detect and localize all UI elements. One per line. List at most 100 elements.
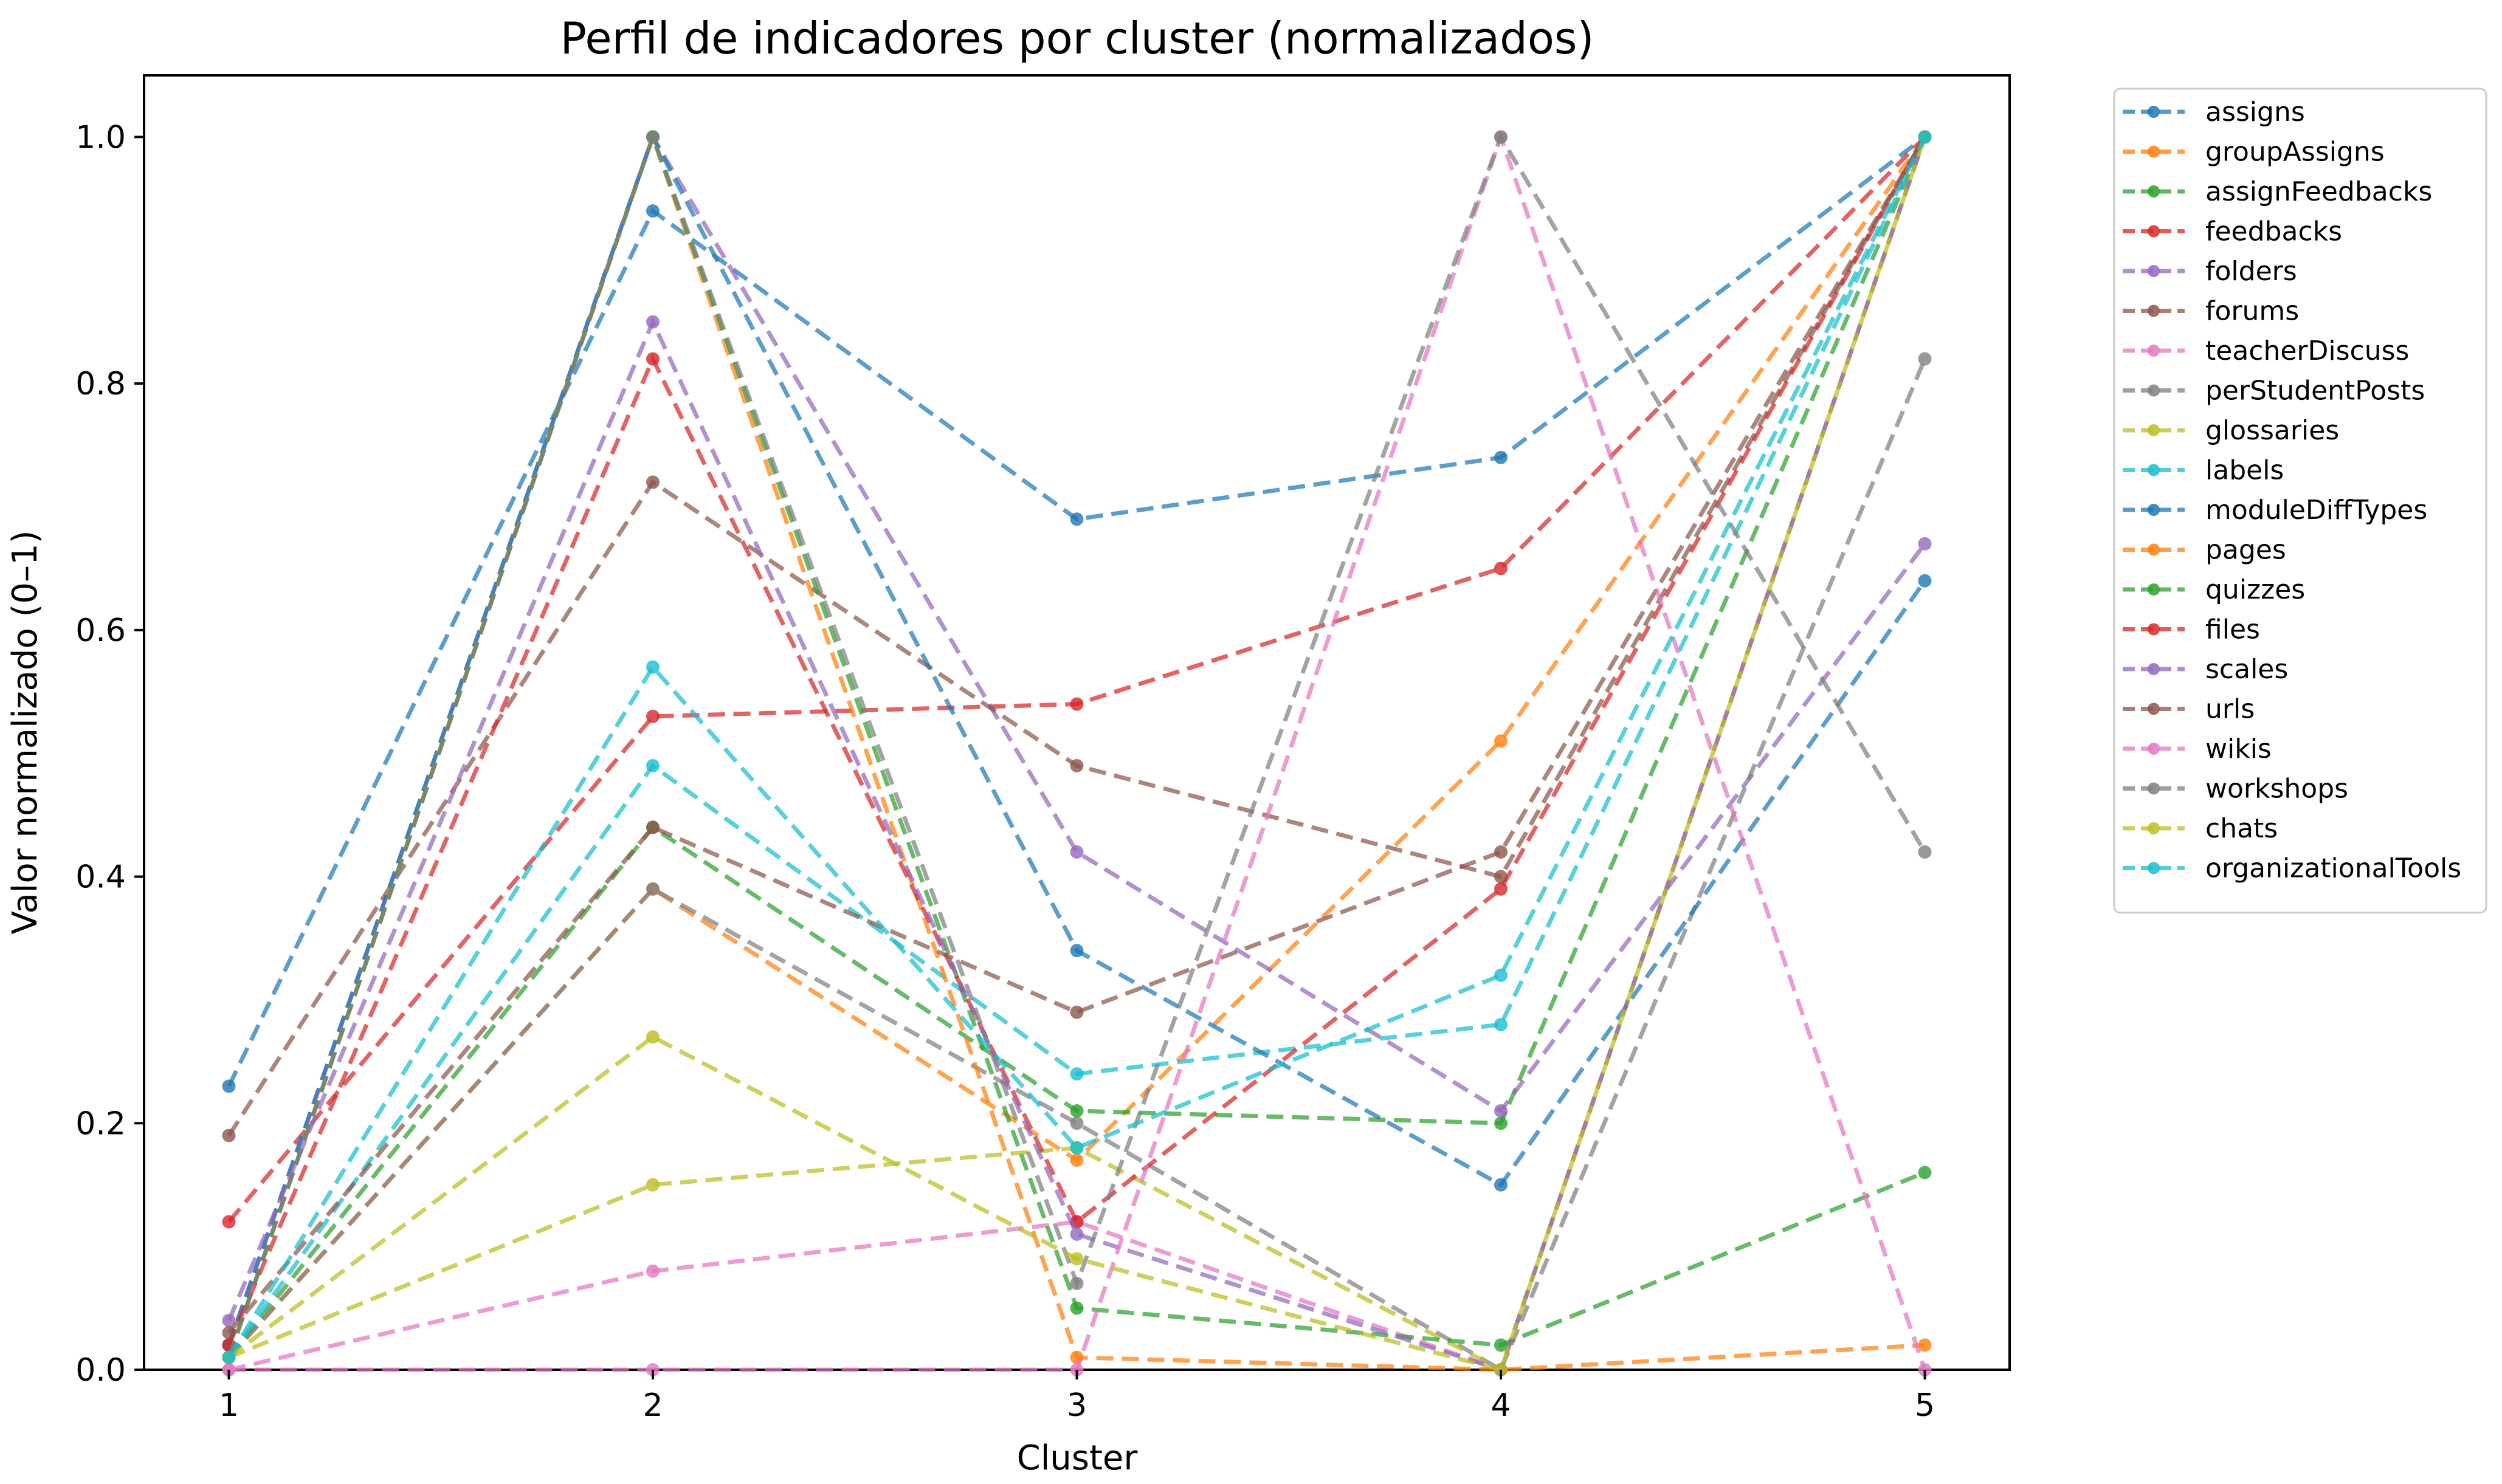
legend-item: assignFeedbacks — [2123, 176, 2432, 207]
y-tick-label: 0.4 — [75, 859, 126, 896]
data-point — [1070, 1227, 1084, 1241]
legend-marker — [2148, 145, 2160, 158]
legend-marker — [2148, 106, 2160, 118]
chart-title: Perfil de indicadores por cluster (norma… — [560, 13, 1594, 64]
y-tick-label: 0.0 — [75, 1352, 126, 1389]
data-point — [1494, 1018, 1508, 1031]
data-point — [1494, 734, 1508, 748]
legend-marker — [2148, 702, 2160, 715]
data-point — [1494, 450, 1508, 464]
data-point — [646, 709, 660, 723]
legend-label: assignFeedbacks — [2205, 176, 2432, 207]
data-point — [646, 759, 660, 772]
data-point — [1918, 1338, 1932, 1352]
legend-item: feedbacks — [2123, 216, 2342, 247]
legend-item: labels — [2123, 455, 2284, 486]
data-point — [222, 1215, 236, 1229]
legend-label: chats — [2205, 813, 2278, 844]
legend-marker — [2148, 265, 2160, 277]
legend-item: groupAssigns — [2123, 137, 2385, 168]
data-point — [1494, 1338, 1508, 1352]
data-point — [1070, 512, 1084, 526]
data-point — [1918, 845, 1932, 859]
legend-item: scales — [2123, 654, 2288, 685]
data-point — [646, 475, 660, 489]
x-tick-label: 4 — [1491, 1387, 1511, 1424]
legend-label: assigns — [2205, 97, 2305, 128]
legend-marker — [2148, 464, 2160, 476]
legend-label: teacherDiscuss — [2205, 335, 2409, 366]
data-point — [1070, 1067, 1084, 1081]
data-point — [1070, 759, 1084, 772]
data-point — [1494, 1104, 1508, 1118]
data-point — [222, 1079, 236, 1093]
y-tick-label: 0.6 — [75, 613, 126, 649]
legend-label: forums — [2205, 296, 2299, 327]
legend-label: moduleDiffTypes — [2205, 495, 2427, 526]
legend-marker — [2148, 822, 2160, 834]
legend-label: urls — [2205, 694, 2255, 725]
legend-marker — [2148, 862, 2160, 874]
legend-marker — [2148, 304, 2160, 317]
legend-box — [2113, 88, 2487, 914]
y-tick-label: 0.2 — [75, 1105, 126, 1142]
data-point — [1918, 130, 1932, 144]
data-point — [1070, 1252, 1084, 1266]
legend-label: glossaries — [2205, 415, 2339, 446]
legend-label: groupAssigns — [2205, 137, 2385, 168]
data-point — [1070, 1104, 1084, 1118]
legend-label: files — [2205, 614, 2260, 645]
plot-frame — [143, 74, 2011, 1371]
legend-marker — [2148, 504, 2160, 516]
legend-label: perStudentPosts — [2205, 376, 2425, 407]
data-point — [1070, 944, 1084, 958]
series-line — [227, 136, 1927, 1346]
data-point — [646, 882, 660, 896]
data-point — [222, 1313, 236, 1327]
legend-marker — [2148, 743, 2160, 755]
series-workshops — [222, 130, 1932, 1364]
data-point — [646, 130, 660, 144]
legend-label: quizzes — [2205, 574, 2305, 605]
data-point — [222, 1350, 236, 1364]
data-point — [1494, 845, 1508, 859]
data-point — [1918, 574, 1932, 588]
series-line — [227, 136, 1927, 1359]
data-point — [1494, 1178, 1508, 1192]
series-line — [227, 358, 1927, 1373]
data-point — [1918, 352, 1932, 366]
legend-item: workshops — [2123, 774, 2348, 805]
data-point — [646, 1178, 660, 1192]
legend-marker — [2148, 583, 2160, 596]
legend-label: labels — [2205, 455, 2284, 486]
legend-label: scales — [2205, 654, 2288, 685]
data-point — [646, 352, 660, 366]
x-tick-label: 1 — [219, 1387, 239, 1424]
data-point — [222, 1326, 236, 1340]
data-point — [1494, 1116, 1508, 1130]
data-point — [1070, 1116, 1084, 1130]
legend-marker — [2148, 225, 2160, 238]
legend-label: wikis — [2205, 733, 2272, 764]
data-point — [1494, 130, 1508, 144]
y-tick-label: 1.0 — [75, 119, 126, 156]
data-point — [646, 1264, 660, 1278]
data-point — [1070, 1277, 1084, 1290]
data-point — [646, 204, 660, 218]
legend-marker — [2148, 345, 2160, 357]
series-organizationalTools — [222, 130, 1932, 1364]
legend-label: organizationalTools — [2205, 853, 2461, 884]
legend-marker — [2148, 185, 2160, 198]
legend-marker — [2148, 384, 2160, 397]
data-point — [646, 660, 660, 674]
data-point — [1070, 1153, 1084, 1167]
legend-item: assigns — [2123, 97, 2305, 128]
legend: assigns groupAssigns assignFeedbacks feedba… — [2113, 88, 2487, 914]
legend-marker — [2148, 623, 2160, 636]
data-point — [222, 1128, 236, 1142]
data-point — [1494, 562, 1508, 575]
data-point — [1070, 1301, 1084, 1315]
data-point — [646, 315, 660, 329]
x-tick-label: 2 — [643, 1387, 663, 1424]
